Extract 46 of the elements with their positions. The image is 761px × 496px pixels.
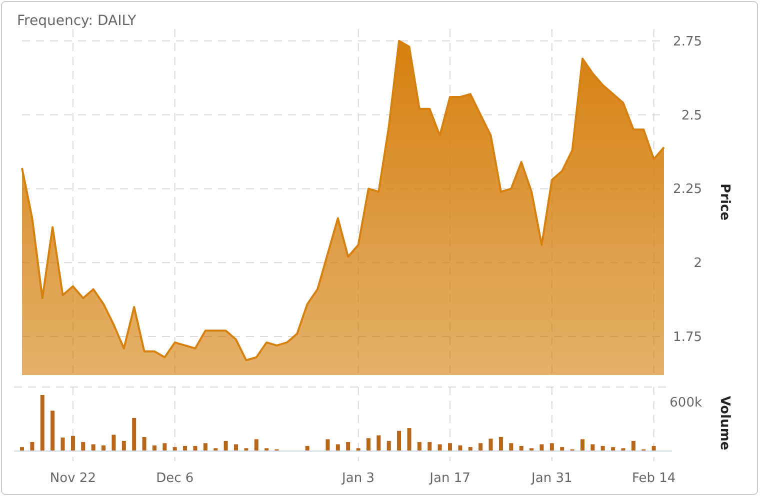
bar bbox=[386, 440, 391, 451]
bar bbox=[203, 443, 208, 451]
bar bbox=[40, 395, 44, 451]
x-tick-label: Jan 17 bbox=[428, 471, 470, 486]
bar bbox=[498, 437, 503, 451]
bar bbox=[162, 443, 167, 451]
x-tick-label: Dec 6 bbox=[156, 471, 194, 486]
y-tick-label: 2.5 bbox=[681, 108, 702, 124]
bar bbox=[366, 438, 370, 451]
y-tick-label: 2.25 bbox=[673, 182, 702, 198]
bar bbox=[580, 439, 584, 451]
chart-title: Frequency: DAILY bbox=[17, 13, 137, 29]
bar bbox=[70, 436, 75, 451]
bar bbox=[550, 443, 554, 451]
bar bbox=[428, 442, 432, 451]
bar bbox=[224, 440, 228, 451]
bar bbox=[397, 430, 402, 451]
bar bbox=[448, 443, 452, 451]
annotation: 600k bbox=[670, 396, 702, 411]
bar bbox=[509, 443, 514, 451]
bar bbox=[407, 428, 412, 451]
bar bbox=[30, 442, 34, 451]
bar bbox=[132, 418, 136, 451]
bar bbox=[488, 438, 493, 451]
bar bbox=[631, 440, 636, 451]
bar bbox=[50, 410, 55, 451]
bar bbox=[122, 440, 126, 451]
bar bbox=[326, 439, 330, 451]
y-axis-title: Price bbox=[717, 184, 732, 221]
x-tick-label: Nov 22 bbox=[50, 471, 96, 486]
bar bbox=[478, 443, 483, 451]
bar bbox=[81, 442, 86, 451]
bar bbox=[376, 435, 381, 451]
y-axis-title: Volume bbox=[717, 396, 732, 450]
x-tick-label: Feb 14 bbox=[632, 471, 676, 486]
x-tick-label: Jan 31 bbox=[530, 471, 572, 486]
bar bbox=[417, 442, 422, 451]
y-tick-label: 1.75 bbox=[673, 330, 702, 346]
y-tick-label: 2.75 bbox=[673, 34, 702, 50]
bar bbox=[346, 442, 350, 451]
bar bbox=[112, 434, 116, 451]
bar bbox=[142, 437, 146, 451]
x-tick-label: Jan 3 bbox=[341, 471, 375, 486]
bar bbox=[60, 438, 65, 451]
y-tick-label: 2 bbox=[694, 256, 702, 272]
bar bbox=[254, 439, 258, 451]
